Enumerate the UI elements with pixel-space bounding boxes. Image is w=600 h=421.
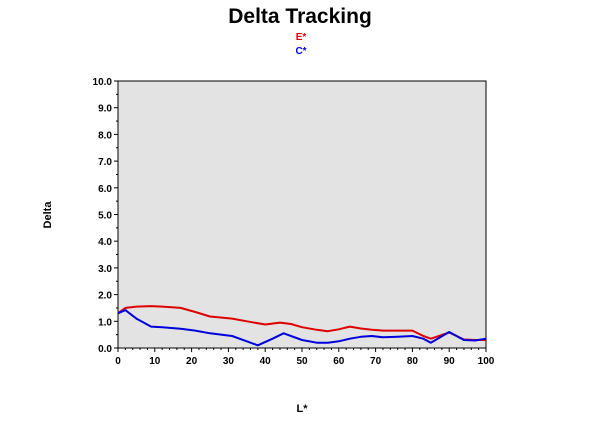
y-axis-ticks: 0.0 1.0 2.0 3.0 4.0 5.0 6.0 7.0 8.0 9.0 10.0	[93, 77, 118, 355]
y-tick-label: 1.0	[98, 317, 112, 328]
x-tick-label: 70	[370, 356, 382, 367]
x-axis-label: L*	[297, 403, 309, 415]
x-tick-label: 90	[444, 356, 456, 367]
y-tick-label: 10.0	[93, 77, 113, 88]
y-tick-label: 0.0	[98, 344, 112, 355]
y-tick-label: 2.0	[98, 291, 112, 302]
legend-entry-c-star: C*	[295, 46, 306, 57]
x-tick-label: 0	[115, 356, 121, 367]
plot-area	[117, 80, 487, 349]
x-tick-label: 100	[478, 356, 495, 367]
series-line-e-star	[117, 305, 486, 341]
x-tick-label: 30	[223, 356, 235, 367]
x-tick-label: 50	[296, 356, 308, 367]
series-line-c-star	[117, 309, 487, 347]
y-tick-label: 8.0	[98, 130, 112, 141]
y-tick-label: 4.0	[98, 237, 112, 248]
series-lines	[117, 305, 487, 347]
x-tick-label: 10	[149, 356, 161, 367]
legend-entry-e-star: E*	[296, 32, 307, 43]
y-axis-label: Delta	[42, 201, 54, 229]
y-tick-label: 7.0	[98, 157, 112, 168]
y-tick-label: 3.0	[98, 264, 112, 275]
x-tick-label: 60	[333, 356, 345, 367]
x-tick-label: 80	[407, 356, 419, 367]
y-tick-label: 9.0	[98, 104, 112, 115]
y-tick-label: 5.0	[98, 211, 112, 222]
x-tick-label: 40	[260, 356, 272, 367]
y-tick-label: 6.0	[98, 184, 112, 195]
x-axis-ticks: 0 10 20 30 40 50 60 70 80 90 100	[115, 348, 495, 367]
chart-title: Delta Tracking	[228, 5, 372, 28]
x-tick-label: 20	[186, 356, 198, 367]
